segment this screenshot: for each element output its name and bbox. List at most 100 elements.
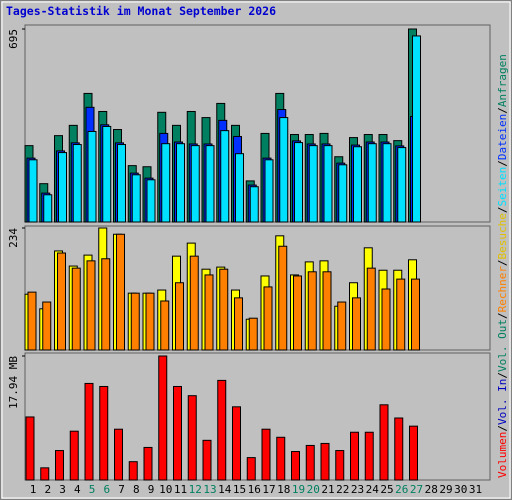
bar bbox=[204, 274, 214, 351]
bar bbox=[202, 439, 212, 481]
bar bbox=[28, 159, 38, 223]
bar bbox=[71, 267, 81, 351]
x-tick-label: 10 bbox=[159, 483, 172, 496]
bar bbox=[322, 271, 332, 351]
x-tick-label: 19 bbox=[292, 483, 305, 496]
bar bbox=[117, 144, 126, 223]
bar bbox=[364, 431, 374, 481]
bar bbox=[25, 416, 35, 481]
bar bbox=[382, 143, 392, 223]
bar bbox=[99, 385, 109, 481]
bar bbox=[102, 125, 112, 223]
bar bbox=[176, 143, 185, 223]
x-tick-label: 22 bbox=[336, 483, 349, 496]
bar bbox=[57, 252, 66, 351]
bar bbox=[352, 297, 361, 351]
x-tick-label: 16 bbox=[248, 483, 261, 496]
x-tick-label: 7 bbox=[118, 483, 125, 496]
legend-entry: Vol. Out bbox=[496, 319, 509, 372]
bar bbox=[396, 278, 406, 351]
x-tick-label: 8 bbox=[133, 483, 140, 496]
bar bbox=[353, 146, 362, 223]
legend-entry: Rechner bbox=[496, 266, 509, 313]
bar bbox=[101, 258, 111, 351]
bar bbox=[279, 117, 289, 223]
bar bbox=[217, 379, 227, 481]
legend-separator: / bbox=[496, 160, 509, 167]
bar bbox=[143, 446, 153, 481]
legend-entry: Vol. In bbox=[496, 379, 509, 425]
bar bbox=[145, 292, 155, 351]
bar bbox=[42, 301, 52, 351]
bar bbox=[114, 428, 123, 481]
legend-separator: / bbox=[496, 372, 509, 379]
bar bbox=[72, 144, 82, 223]
bar bbox=[248, 317, 258, 351]
x-tick-label: 17 bbox=[262, 483, 275, 496]
bar bbox=[158, 355, 168, 481]
legend-separator: / bbox=[496, 425, 509, 432]
bar bbox=[205, 145, 215, 223]
bar bbox=[263, 286, 273, 351]
legend-entry: Besuche bbox=[496, 213, 509, 259]
bar bbox=[84, 382, 94, 481]
bar bbox=[323, 145, 333, 223]
x-tick-label: 3 bbox=[59, 483, 66, 496]
bar bbox=[40, 467, 50, 481]
bar bbox=[55, 450, 64, 481]
x-tick-label: 4 bbox=[74, 483, 81, 496]
chart-title: Tages-Statistik im Monat September 2026 bbox=[6, 4, 276, 18]
bar bbox=[305, 444, 315, 481]
bar bbox=[160, 300, 170, 351]
x-tick-label: 12 bbox=[189, 483, 202, 496]
bar bbox=[189, 255, 199, 351]
x-tick-label: 30 bbox=[454, 483, 467, 496]
bar bbox=[261, 428, 271, 481]
bar bbox=[367, 143, 377, 223]
y-tick-label: 695 bbox=[7, 29, 20, 49]
plot-area bbox=[24, 352, 491, 481]
bar bbox=[291, 451, 300, 481]
bar bbox=[131, 174, 141, 223]
bar bbox=[87, 130, 97, 223]
bar bbox=[381, 288, 391, 351]
bar bbox=[130, 292, 140, 351]
x-tick-label: 23 bbox=[351, 483, 364, 496]
y-tick-label: 17.94 MB bbox=[7, 356, 20, 409]
bar bbox=[394, 417, 404, 481]
bar bbox=[278, 245, 288, 351]
bar bbox=[161, 143, 171, 223]
x-tick-label: 31 bbox=[469, 483, 482, 496]
bar bbox=[409, 425, 418, 481]
x-tick-label: 13 bbox=[203, 483, 216, 496]
bar bbox=[116, 233, 125, 351]
legend-entry: Anfragen bbox=[496, 54, 509, 107]
legend-separator: / bbox=[496, 206, 509, 213]
bar bbox=[412, 35, 421, 223]
bar bbox=[366, 267, 376, 351]
bar bbox=[246, 457, 256, 481]
bar bbox=[58, 152, 67, 223]
bar bbox=[338, 164, 348, 223]
bar bbox=[43, 194, 53, 223]
x-tick-label: 14 bbox=[218, 483, 232, 496]
x-tick-label: 24 bbox=[366, 483, 380, 496]
bar bbox=[219, 268, 229, 351]
bar bbox=[235, 153, 244, 223]
bar bbox=[397, 147, 407, 223]
bar bbox=[308, 145, 318, 223]
x-tick-label: 18 bbox=[277, 483, 290, 496]
x-tick-label: 28 bbox=[425, 483, 438, 496]
legend: Volumen/Vol. In/Vol. Out/Rechner/Besuche… bbox=[496, 54, 509, 478]
x-tick-label: 11 bbox=[174, 483, 187, 496]
bar bbox=[276, 436, 286, 481]
legend-entry: Volumen bbox=[496, 432, 509, 478]
bar bbox=[264, 159, 274, 223]
x-tick-label: 21 bbox=[321, 483, 334, 496]
x-tick-label: 26 bbox=[395, 483, 408, 496]
x-tick-label: 27 bbox=[410, 483, 423, 496]
legend-separator: / bbox=[496, 259, 509, 266]
x-tick-label: 9 bbox=[148, 483, 155, 496]
